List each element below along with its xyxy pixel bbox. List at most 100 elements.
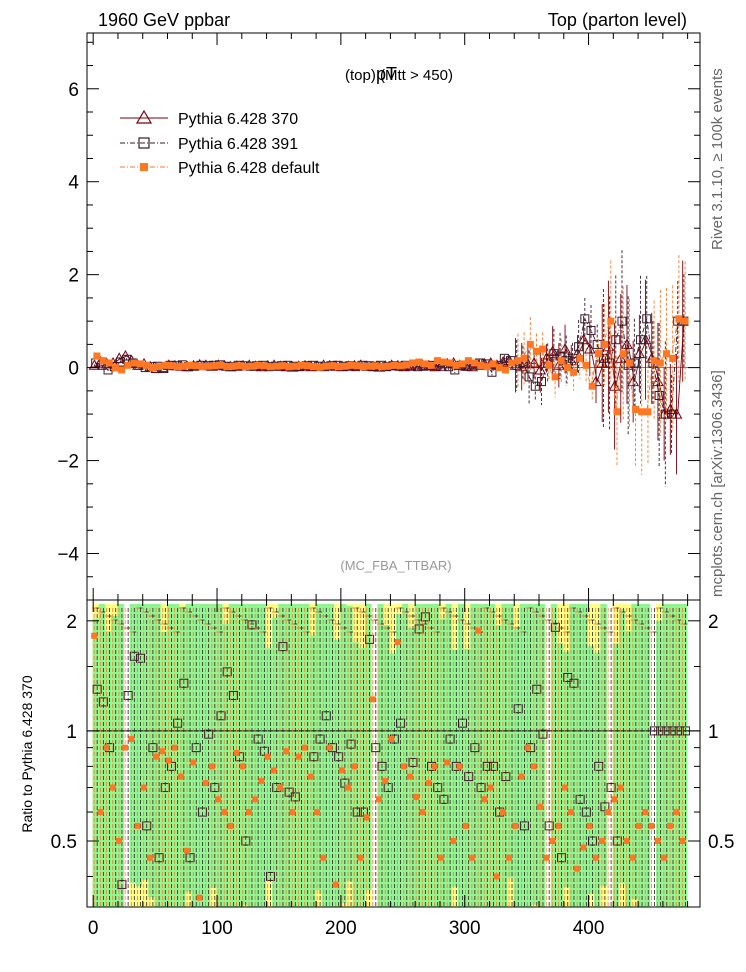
data-point	[93, 352, 101, 360]
ratio-point	[326, 744, 333, 751]
uncertainty-band-green	[197, 604, 205, 907]
data-point	[223, 363, 231, 371]
ratio-point	[283, 748, 290, 755]
data-point	[180, 362, 188, 370]
ratio-point	[221, 809, 228, 816]
data-point	[638, 408, 646, 416]
uncertainty-band-green	[111, 616, 118, 907]
ratio-point	[569, 678, 579, 688]
uncertainty-band-green	[625, 630, 632, 907]
ratio-point	[536, 803, 543, 810]
ratio-point	[171, 744, 178, 751]
data-point	[161, 361, 169, 369]
ratio-point	[550, 622, 560, 632]
uncertainty-band-green	[142, 604, 149, 880]
ratio-point	[190, 759, 197, 766]
data-point	[605, 358, 615, 368]
ratio-point	[420, 612, 430, 622]
legend: Pythia 6.428 370 Pythia 6.428 391 Pythia…	[120, 109, 320, 177]
ratio-point	[668, 726, 678, 736]
data-point	[495, 364, 503, 372]
ratio-point	[396, 718, 406, 728]
plot-title-sub: (top) (Mtt > 450)	[345, 67, 453, 84]
ratio-point	[266, 871, 276, 881]
ratio-point	[662, 726, 672, 736]
uncertainty-band-green	[600, 604, 607, 886]
uncertainty-band-green	[637, 604, 645, 907]
ratio-point	[512, 822, 519, 829]
uncertainty-band-green	[402, 604, 409, 907]
uncertainty-band-green	[451, 649, 459, 887]
ratio-point	[623, 838, 630, 845]
ratio-point	[252, 796, 259, 803]
ratio-point	[140, 784, 147, 791]
ratio-point	[179, 678, 189, 688]
ratio-ylabel: Ratio to Pythia 6.428 370	[19, 675, 35, 832]
uncertainty-band-green	[662, 604, 669, 907]
data-point	[204, 362, 212, 370]
ratio-point	[462, 822, 469, 829]
uncertainty-band-green	[327, 604, 335, 907]
ratio-point	[92, 684, 102, 694]
uncertainty-band-green	[656, 620, 663, 907]
uncertainty-band-green	[389, 653, 397, 907]
data-point	[528, 356, 540, 368]
ratio-y-tick-label-right: 2	[708, 612, 719, 633]
data-point	[173, 363, 181, 371]
ratio-point	[394, 639, 401, 646]
ratio-point	[357, 854, 364, 861]
legend-label-370: Pythia 6.428 370	[178, 111, 298, 128]
data-point	[477, 361, 485, 369]
data-point	[559, 343, 571, 354]
ratio-point	[588, 836, 598, 846]
process-label: Top (parton level)	[548, 10, 687, 30]
ratio-point	[154, 853, 164, 863]
data-point	[452, 361, 460, 369]
data-point	[632, 405, 640, 413]
ratio-point	[148, 743, 158, 753]
uncertainty-band-green	[668, 604, 676, 907]
ratio-point	[97, 809, 104, 816]
ratio-point	[146, 854, 153, 861]
data-point	[669, 354, 677, 362]
data-point	[611, 335, 621, 345]
data-point	[483, 363, 491, 371]
ratio-point	[450, 838, 457, 845]
ratio-point	[352, 807, 362, 817]
uncertainty-band-green	[439, 618, 446, 907]
ratio-point	[153, 753, 160, 760]
uncertainty-band-green	[680, 604, 688, 907]
ratio-point	[581, 807, 591, 817]
ratio-point	[574, 865, 581, 872]
uncertainty-band-green	[569, 604, 576, 907]
ratio-point	[320, 854, 327, 861]
ratio-point	[239, 763, 246, 770]
ratio-point	[315, 734, 325, 744]
data-point	[539, 345, 547, 353]
data-point	[217, 361, 225, 369]
uncertainty-band-green	[631, 604, 638, 899]
uncertainty-band-green	[501, 604, 508, 907]
ratio-point	[673, 809, 680, 816]
data-point	[105, 359, 113, 367]
ratio-point	[592, 854, 599, 861]
ratio-y-tick-label-right: 0.5	[708, 832, 734, 853]
data-point	[297, 361, 305, 369]
data-point	[415, 358, 423, 366]
uncertainty-band-green	[191, 604, 199, 907]
ratio-point	[414, 624, 424, 634]
uncertainty-band-green	[674, 604, 682, 907]
ratio-point	[656, 726, 666, 736]
ratio-point	[580, 844, 587, 851]
ratio-point	[444, 759, 451, 766]
y-tick-label: 0	[68, 359, 79, 380]
data-point	[625, 359, 633, 367]
ratio-point	[642, 809, 649, 816]
ratio-point	[123, 690, 133, 700]
y-tick-label: 2	[68, 266, 79, 287]
ratio-point	[365, 634, 375, 644]
x-tick-label: 400	[573, 918, 605, 939]
data-point	[396, 362, 404, 370]
ratio-point	[487, 784, 494, 791]
